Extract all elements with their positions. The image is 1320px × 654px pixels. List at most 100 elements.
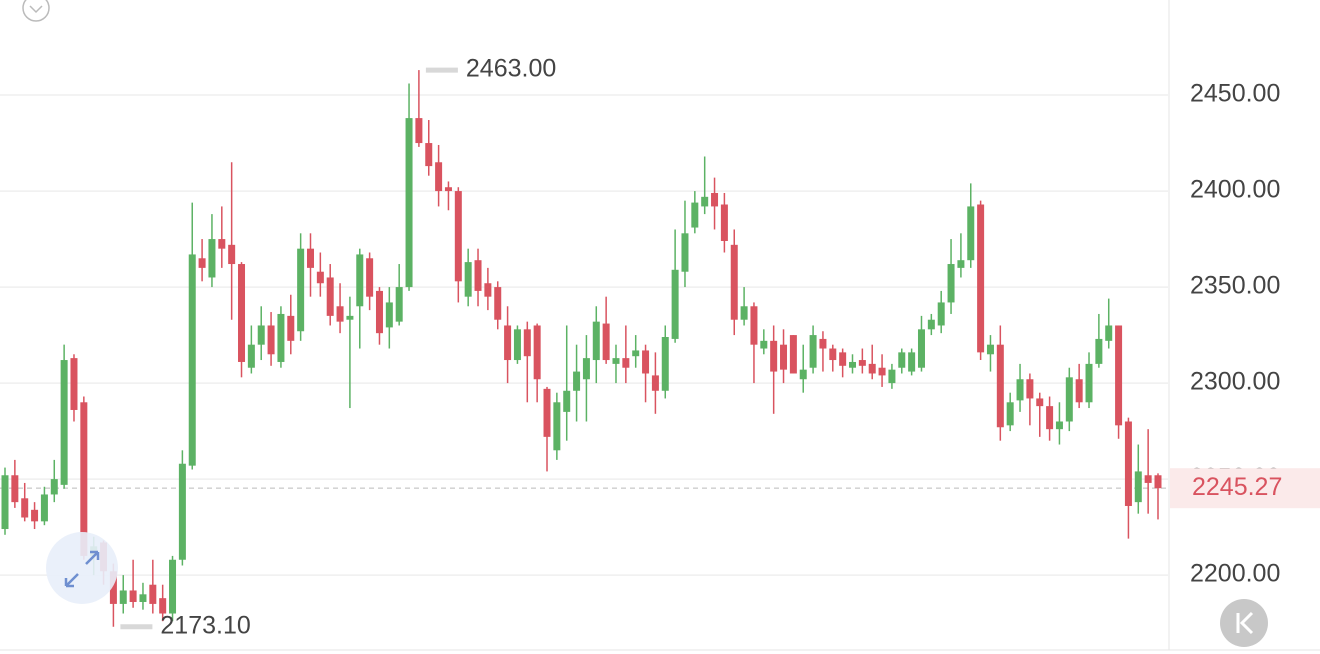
candle-body bbox=[888, 369, 896, 384]
candle-body bbox=[760, 340, 768, 349]
candle-body bbox=[306, 248, 314, 268]
candle-body bbox=[671, 269, 679, 339]
candle-body bbox=[858, 360, 866, 366]
expand-button[interactable] bbox=[46, 532, 118, 604]
candle-body bbox=[326, 277, 334, 316]
candle-body bbox=[947, 264, 955, 303]
candle-body bbox=[661, 337, 669, 391]
candle-body bbox=[553, 402, 561, 451]
candle-body bbox=[967, 206, 975, 261]
candle-body bbox=[770, 340, 778, 372]
candle-body bbox=[986, 344, 994, 355]
candle-body bbox=[149, 584, 157, 604]
candle-body bbox=[139, 594, 147, 602]
candle-body bbox=[80, 402, 88, 556]
candle-body bbox=[119, 590, 127, 604]
expand-arrows bbox=[64, 550, 100, 588]
last-price-label: 2245.27 bbox=[1192, 473, 1282, 501]
candle-body bbox=[513, 329, 521, 361]
candle-body bbox=[366, 258, 374, 297]
candle-body bbox=[957, 260, 965, 268]
candle-body bbox=[809, 335, 817, 368]
candle-body bbox=[159, 598, 167, 614]
candle-body bbox=[681, 233, 689, 272]
candle-body bbox=[622, 358, 630, 368]
candle-body bbox=[31, 509, 39, 522]
candle-body bbox=[632, 350, 640, 357]
candle-body bbox=[1124, 421, 1132, 506]
candle-body bbox=[1144, 475, 1152, 483]
y-tick-label: 2200.00 bbox=[1190, 560, 1280, 588]
candle-body bbox=[494, 287, 502, 320]
collapse-circle bbox=[22, 0, 50, 22]
candle-body bbox=[1036, 398, 1044, 407]
candle-body bbox=[316, 271, 324, 284]
candle-body bbox=[750, 306, 758, 345]
candle-body bbox=[257, 325, 265, 345]
candle-body bbox=[799, 369, 807, 380]
candle-body bbox=[523, 329, 531, 357]
candle-body bbox=[651, 375, 659, 391]
candle-body bbox=[188, 254, 196, 466]
candle-body bbox=[602, 323, 610, 361]
candle-body bbox=[474, 260, 482, 291]
candle-body bbox=[1055, 421, 1063, 430]
y-tick-label: 2400.00 bbox=[1190, 176, 1280, 204]
candle-body bbox=[573, 371, 581, 391]
candle-body bbox=[425, 143, 433, 167]
candle-body bbox=[1075, 379, 1083, 403]
collapse-button[interactable] bbox=[22, 0, 50, 22]
expand-circle bbox=[46, 532, 118, 604]
candle-body bbox=[977, 204, 985, 353]
candle-body bbox=[839, 352, 847, 366]
candle-body bbox=[582, 358, 590, 380]
candle-body bbox=[1065, 377, 1073, 422]
candle-body bbox=[464, 262, 472, 297]
candle-body bbox=[336, 306, 344, 322]
candle-body bbox=[563, 390, 571, 412]
candle-body bbox=[533, 325, 541, 380]
candle-body bbox=[218, 239, 226, 249]
candle-body bbox=[178, 463, 186, 560]
candle-body bbox=[1085, 363, 1093, 403]
candle-body bbox=[60, 360, 68, 485]
candle-body bbox=[1046, 406, 1054, 430]
candle-body bbox=[1016, 379, 1024, 401]
candle-body bbox=[21, 498, 29, 518]
candle-body bbox=[780, 344, 788, 370]
annotation-label: 2463.00 bbox=[466, 55, 556, 83]
candle-body bbox=[711, 192, 719, 207]
candle-body bbox=[129, 590, 137, 602]
candle-body bbox=[356, 254, 364, 307]
candle-body bbox=[1006, 402, 1014, 426]
candle-body bbox=[898, 352, 906, 368]
back-to-latest-button[interactable] bbox=[1220, 599, 1268, 647]
candle-body bbox=[395, 287, 403, 322]
candle-body bbox=[1095, 338, 1103, 364]
candle-body bbox=[504, 325, 512, 361]
candle-body bbox=[40, 494, 48, 522]
candle-body bbox=[917, 329, 925, 368]
candle-body bbox=[642, 350, 650, 374]
collapse-chevron bbox=[29, 5, 43, 14]
candle-body bbox=[1154, 475, 1162, 489]
candle-body bbox=[435, 162, 443, 192]
candle-body bbox=[415, 118, 423, 144]
candle-body bbox=[789, 335, 797, 374]
candle-body bbox=[484, 283, 492, 297]
candle-body bbox=[169, 559, 177, 614]
candle-body bbox=[868, 363, 876, 374]
candle-body bbox=[819, 338, 827, 349]
annotation-label: 2173.10 bbox=[160, 611, 250, 639]
candle-body bbox=[198, 258, 206, 268]
candle-body bbox=[996, 344, 1004, 428]
candle-body bbox=[267, 325, 275, 355]
candle-body bbox=[70, 358, 78, 410]
back-icon bbox=[1236, 611, 1254, 635]
y-tick-label: 2350.00 bbox=[1190, 272, 1280, 300]
candle-body bbox=[829, 348, 837, 361]
y-tick-label: 2450.00 bbox=[1190, 80, 1280, 108]
candle-body bbox=[1134, 471, 1142, 503]
candle-body bbox=[878, 367, 886, 376]
